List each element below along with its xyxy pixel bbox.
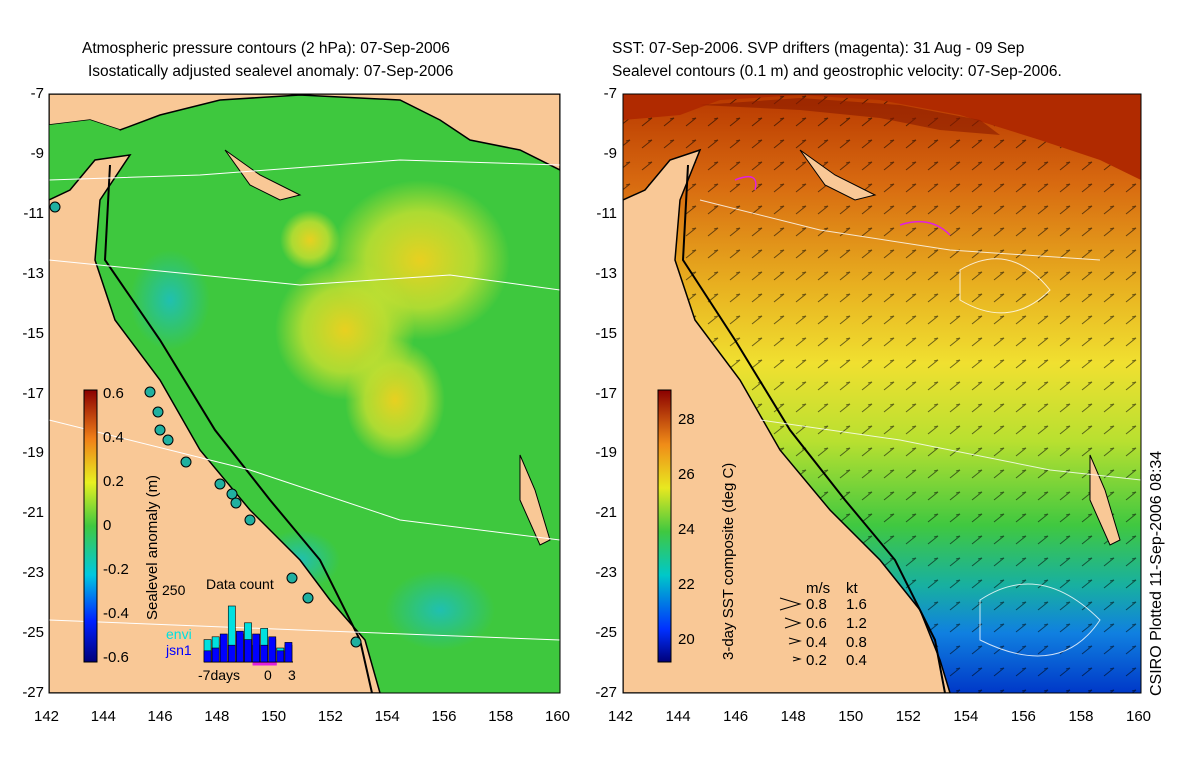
inset-bar-jsn1-10 [284, 642, 293, 663]
left-y-tick-0: -7 [30, 85, 44, 102]
inset-ymax: 250 [162, 582, 186, 598]
right-x-tick-1: 144 [665, 708, 691, 725]
right-y-tick-2: -11 [596, 204, 617, 222]
left-x-tick-1: 144 [90, 708, 116, 725]
right-x-tick-3: 148 [780, 708, 806, 725]
left-x-tick-0: 142 [34, 708, 60, 725]
vel-row1-ms: 0.8 [806, 596, 827, 613]
right-cb-tick-2: 24 [678, 521, 695, 538]
right-y-tick-0: -7 [603, 85, 617, 102]
right-y-tick-1: -9 [603, 144, 617, 162]
vel-row4-ms: 0.2 [806, 652, 827, 669]
left-y-tick-1: -9 [30, 144, 44, 162]
left-x-tick-3: 148 [204, 708, 230, 725]
velocity-legend-arrows [779, 597, 802, 662]
left-y-tick-3: -13 [22, 264, 44, 282]
inset-legend-envi: envi [166, 626, 192, 642]
right-y-tick-3: -13 [595, 264, 617, 282]
left-cb-tick-0: 0.6 [103, 385, 124, 402]
inset-bar-jsn1-4 [236, 630, 244, 663]
left-cb-tick-1: 0.4 [103, 429, 124, 446]
inset-bar-jsn1-8 [268, 636, 277, 663]
left-y-tick-5: -17 [22, 384, 44, 402]
right-colorbar-label: 3-day SST composite (deg C) [720, 462, 737, 660]
right-colorbar [657, 389, 672, 663]
vel-header-kt: kt [846, 580, 858, 597]
left-x-tick-2: 146 [147, 708, 173, 725]
inset-bar-jsn1-1 [211, 647, 220, 663]
inset-histogram [203, 605, 293, 666]
inset-bar-jsn1-6 [252, 633, 260, 663]
inset-x-label-end: 3 [288, 667, 296, 683]
left-y-tick-7: -21 [22, 504, 44, 522]
right-x-tick-8: 158 [1068, 708, 1094, 725]
inset-bar-jsn1-3 [227, 644, 236, 663]
right-title-line2: Sealevel contours (0.1 m) and geostrophi… [612, 63, 1062, 80]
right-map [623, 94, 1141, 693]
left-x-tick-6: 154 [374, 708, 400, 725]
left-y-tick-10: -27 [22, 684, 44, 701]
left-cb-tick-5: -0.4 [103, 605, 129, 622]
right-x-tick-0: 142 [608, 708, 634, 725]
right-cb-tick-1: 26 [678, 466, 695, 483]
inset-legend-jsn1: jsn1 [166, 642, 192, 658]
right-y-tick-10: -27 [595, 684, 617, 701]
left-colorbar [83, 389, 98, 663]
left-map [49, 94, 560, 693]
left-title-line2: Isostatically adjusted sealevel anomaly:… [88, 63, 454, 80]
vel-row1-kt: 1.6 [846, 596, 867, 613]
credit-text: CSIRO Plotted 11-Sep-2006 08:34 [1148, 450, 1165, 696]
right-cb-tick-0: 28 [678, 411, 695, 428]
inset-x-label-zero: 0 [264, 667, 272, 683]
inset-x-label-start: -7days [198, 667, 241, 683]
left-y-tick-2: -11 [23, 204, 44, 222]
left-x-tick-8: 158 [488, 708, 514, 725]
left-y-tick-9: -25 [22, 624, 44, 642]
left-x-tick-4: 150 [261, 708, 287, 725]
inset-bar-jsn1-0 [203, 650, 212, 663]
vel-row2-ms: 0.6 [806, 615, 827, 632]
right-x-tick-5: 152 [895, 708, 921, 725]
vel-row2-kt: 1.2 [846, 615, 867, 632]
left-x-tick-9: 160 [545, 708, 571, 725]
right-cb-tick-4: 20 [678, 631, 695, 648]
inset-title: Data count [206, 576, 274, 592]
inset-bar-jsn1-2 [219, 633, 228, 663]
inset-bar-jsn1-5 [244, 639, 252, 663]
right-y-tick-6: -19 [595, 444, 617, 462]
right-y-tick-9: -25 [595, 624, 617, 642]
inset-bar-jsn1-7 [260, 644, 269, 663]
inset-bar-jsn1-9 [276, 650, 285, 663]
left-y-tick-4: -15 [22, 324, 44, 342]
left-cb-tick-3: 0 [103, 517, 112, 534]
vel-row3-ms: 0.4 [806, 634, 827, 651]
left-x-tick-7: 156 [431, 708, 457, 725]
right-x-tick-7: 156 [1010, 708, 1036, 725]
vel-row3-kt: 0.8 [846, 634, 867, 651]
left-cb-tick-4: -0.2 [103, 561, 129, 578]
left-colorbar-label: Sealevel anomaly (m) [144, 474, 161, 620]
right-y-tick-8: -23 [595, 564, 617, 582]
right-title-line1: SST: 07-Sep-2006. SVP drifters (magenta)… [612, 40, 1025, 57]
left-title-line1: Atmospheric pressure contours (2 hPa): 0… [82, 40, 450, 57]
left-cb-tick-6: -0.6 [103, 649, 129, 666]
right-x-tick-4: 150 [838, 708, 864, 725]
left-x-tick-5: 152 [317, 708, 343, 725]
vel-row4-kt: 0.4 [846, 652, 867, 669]
right-x-tick-2: 146 [723, 708, 749, 725]
right-y-tick-4: -15 [595, 324, 617, 342]
right-cb-tick-3: 22 [678, 576, 695, 593]
left-y-tick-8: -23 [22, 564, 44, 582]
right-x-tick-9: 160 [1126, 708, 1152, 725]
right-y-tick-5: -17 [595, 384, 617, 402]
left-cb-tick-2: 0.2 [103, 473, 124, 490]
left-y-tick-6: -19 [22, 444, 44, 462]
right-x-tick-6: 154 [953, 708, 979, 725]
vel-header-ms: m/s [806, 580, 831, 597]
right-y-tick-7: -21 [595, 504, 617, 522]
